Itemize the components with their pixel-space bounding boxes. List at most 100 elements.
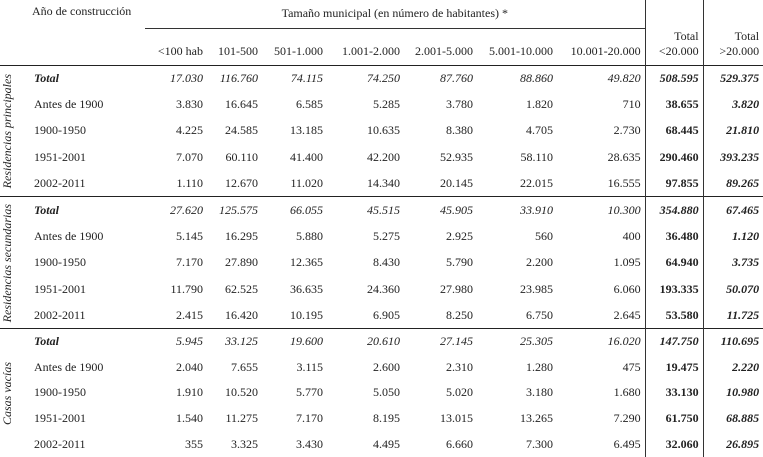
blank (644, 0, 704, 28)
cell-value: 20.610 (327, 328, 404, 355)
cell-value: 475 (622, 359, 641, 374)
row-label: 2002-2011 (34, 176, 86, 190)
cell-value: 26.895 (702, 431, 763, 457)
cell-value: 62.525 (225, 281, 258, 296)
cell-value: 38.655 (644, 91, 704, 118)
cell-value: 36.480 (644, 223, 704, 250)
cell-value: 12.365 (290, 255, 323, 270)
column-header: 501-1.000 (274, 43, 323, 58)
row-label: 1900-1950 (34, 123, 86, 138)
table-row: 1900-1950 7.170 27.890 12.365 8.430 5.790 2.20… (0, 249, 763, 277)
cell-value: 1.680 (613, 385, 641, 400)
cell-value: 3.830 (176, 97, 203, 112)
cell-value: 64.940 (644, 249, 704, 277)
row-label: 2002-2011 (34, 436, 86, 451)
row-label: Total (28, 64, 145, 92)
cell-value: 354.880 (644, 196, 704, 224)
cell-value: 529.375 (702, 64, 763, 92)
row-label: 1951-2001 (34, 281, 86, 296)
cell-value: 19.600 (262, 328, 327, 355)
cell-value: 68.885 (702, 405, 763, 432)
cell-value: 393.235 (702, 144, 763, 171)
cell-value: 5.945 (145, 328, 207, 355)
column-header: 1.001-2.000 (342, 43, 400, 58)
cell-value: 25.305 (477, 328, 557, 355)
cell-value: 1.280 (526, 359, 553, 374)
cell-value: 16.645 (225, 97, 258, 112)
cell-value: 5.020 (446, 385, 473, 400)
cell-value: 1.095 (613, 255, 641, 270)
cell-value: 1.120 (702, 223, 763, 250)
cell-value: 97.855 (644, 170, 704, 197)
cell-value: 49.820 (557, 64, 646, 92)
cell-value: 2.200 (526, 255, 553, 270)
cell-value: 10.195 (290, 307, 323, 322)
cell-value: 16.020 (557, 328, 646, 355)
cell-value: 8.250 (446, 307, 473, 322)
cell-value: 23.985 (520, 281, 553, 296)
cell-value: 2.925 (446, 229, 473, 244)
cell-value: 74.250 (327, 64, 404, 92)
cell-value: 2.645 (613, 307, 641, 322)
row-label: Total (28, 328, 145, 355)
cell-value: 560 (535, 229, 553, 244)
cell-value: 67.465 (702, 196, 763, 224)
cell-value: 66.055 (262, 196, 327, 224)
column-header: Total <20.000 (644, 28, 704, 65)
cell-value: 11.790 (170, 281, 203, 296)
cell-value: 5.275 (373, 229, 400, 244)
table-row: 2002-2011 1.110 12.670 11.020 14.340 20.145 22… (0, 170, 763, 197)
cell-value: 87.760 (404, 64, 477, 92)
cell-value: 2.040 (176, 359, 203, 374)
cell-value: 68.445 (644, 117, 704, 145)
cell-value: 36.635 (290, 281, 323, 296)
row-label-header: Año de construcción (32, 4, 132, 18)
row-label: Antes de 1900 (34, 97, 104, 112)
cell-value: 8.430 (373, 255, 400, 270)
cell-value: 508.595 (644, 64, 704, 92)
table-row: 1951-2001 1.540 11.275 7.170 8.195 13.015 13.2… (0, 405, 763, 432)
cell-value: 3.325 (231, 436, 258, 451)
cell-value: 5.770 (296, 385, 323, 400)
table-row: Antes de 1900 2.040 7.655 3.115 2.600 2.310 1.… (0, 354, 763, 381)
row-label: 2002-2011 (34, 307, 86, 322)
cell-value: 6.660 (446, 436, 473, 451)
cell-value: 1.110 (176, 176, 203, 190)
cell-value: 28.635 (607, 149, 641, 164)
cell-value: 2.730 (613, 123, 641, 138)
cell-value: 10.520 (225, 385, 258, 400)
cell-value: 27.145 (404, 328, 477, 355)
cell-value: 6.060 (613, 281, 641, 296)
table-row: Residencias secundarias Total 27.620 125.57… (0, 196, 763, 329)
cell-value: 7.290 (613, 410, 641, 425)
cell-value: 41.400 (290, 149, 323, 164)
cell-value: 50.070 (702, 276, 763, 303)
group-label-cell: Residencias principales (0, 64, 28, 197)
cell-value: 45.905 (404, 196, 477, 224)
column-header: 2.001-5.000 (415, 43, 473, 58)
column-header: <100 hab (157, 43, 203, 58)
cell-value: 6.905 (373, 307, 400, 322)
blank (0, 0, 28, 28)
table-row: Antes de 1900 5.145 16.295 5.880 5.275 2.925 5… (0, 223, 763, 250)
cell-value: 6.495 (613, 436, 641, 451)
column-header: 5.001-10.000 (489, 43, 553, 58)
cell-value: 53.580 (644, 302, 704, 329)
table-row: 1900-1950 4.225 24.585 13.185 10.635 8.380 4.7… (0, 117, 763, 145)
cell-value: 13.015 (440, 410, 473, 425)
cell-value: 20.145 (440, 176, 473, 190)
cell-value: 4.495 (373, 436, 400, 451)
cell-value: 7.300 (526, 436, 553, 451)
table-row: Antes de 1900 3.830 16.645 6.585 5.285 3.780 1… (0, 91, 763, 118)
cell-value: 3.780 (446, 97, 473, 112)
cell-value: 7.070 (176, 149, 203, 164)
cell-value: 10.980 (702, 380, 763, 406)
cell-value: 3.820 (702, 91, 763, 118)
cell-value: 12.670 (225, 176, 258, 190)
cell-value: 125.575 (207, 196, 262, 224)
cell-value: 21.810 (702, 117, 763, 145)
cell-value: 10.300 (557, 196, 646, 224)
table-row: 1900-1950 1.910 10.520 5.770 5.050 5.020 3.180… (0, 380, 763, 406)
cell-value: 5.145 (176, 229, 203, 244)
